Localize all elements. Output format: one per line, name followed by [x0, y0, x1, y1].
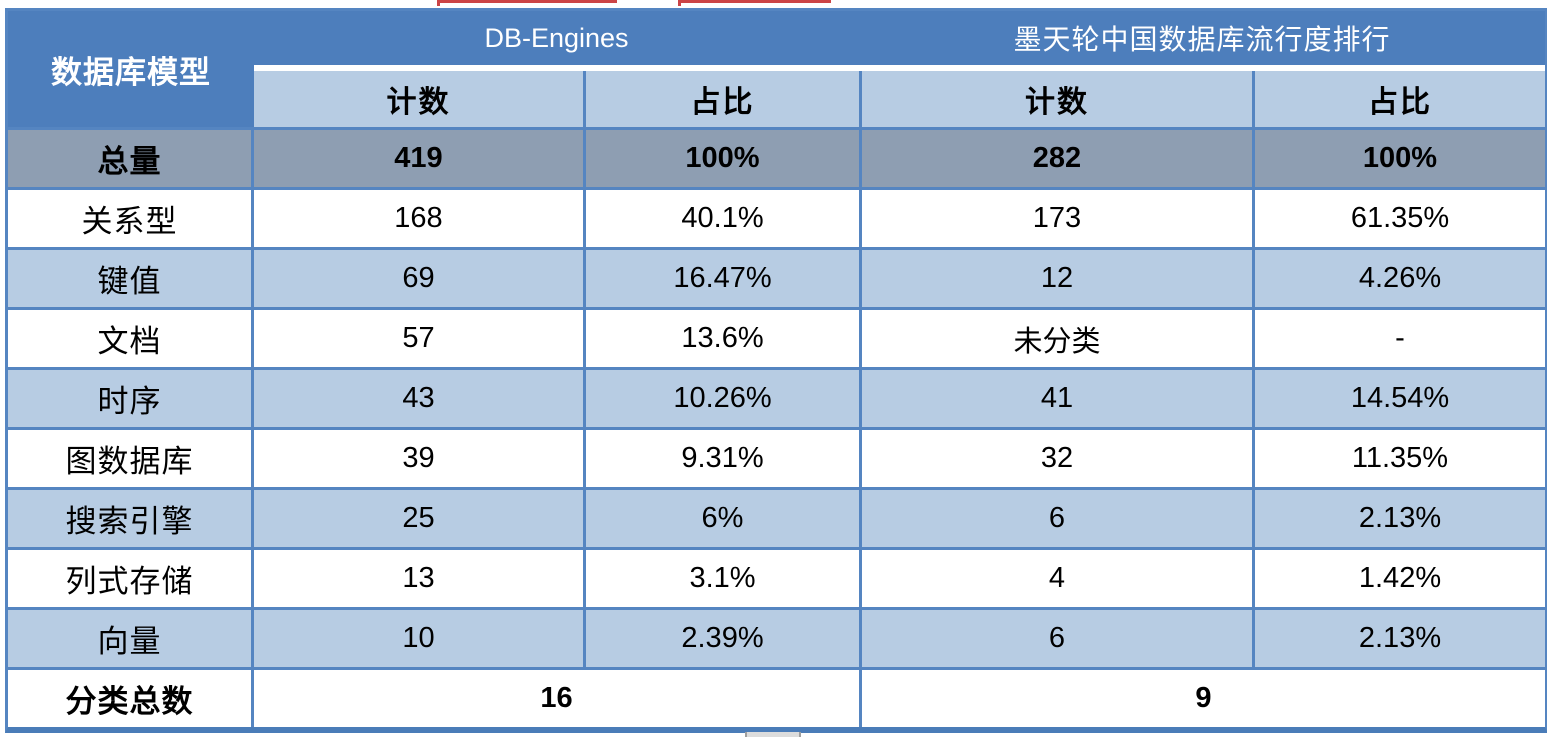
red-underline-fragment [681, 0, 831, 3]
table-cell: 6 [862, 610, 1252, 667]
table-cell: 32 [862, 430, 1252, 487]
subheader-share-motianlun: 占比 [1255, 71, 1545, 127]
table-cell: 2.13% [1255, 610, 1545, 667]
row-label-1: 关系型 [8, 190, 251, 247]
footer-total-motianlun: 9 [862, 670, 1545, 727]
table-cell: 13.6% [586, 310, 859, 367]
table-cell: 1.42% [1255, 550, 1545, 607]
row-label-0: 总量 [8, 130, 251, 187]
table-cell: 43 [254, 370, 583, 427]
table-cell: 69 [254, 250, 583, 307]
table-cell: 39 [254, 430, 583, 487]
group-header-db-engines: DB-Engines [484, 22, 629, 53]
header-separator-strip [254, 65, 1545, 71]
header-band: DB-Engines 墨天轮中国数据库流行度排行 [254, 11, 1545, 65]
table-cell: 16.47% [586, 250, 859, 307]
footer-total-db-engines: 16 [254, 670, 859, 727]
row-label-5: 图数据库 [8, 430, 251, 487]
scrollbar-fragment[interactable] [745, 732, 801, 737]
subheader-share-db-engines: 占比 [586, 71, 859, 127]
table-cell: 3.1% [586, 550, 859, 607]
subheader-count-db-engines: 计数 [254, 71, 583, 127]
corner-header-cell: 数据库模型 [8, 11, 254, 127]
table-cell: - [1255, 310, 1545, 367]
table-cell: 9.31% [586, 430, 859, 487]
table-cell: 4.26% [1255, 250, 1545, 307]
table-cell: 14.54% [1255, 370, 1545, 427]
table-cell: 61.35% [1255, 190, 1545, 247]
table-cell: 57 [254, 310, 583, 367]
database-model-comparison-table: 数据库模型 DB-Engines 墨天轮中国数据库流行度排行 计数 占比 计数 … [5, 8, 1547, 733]
table-cell: 10 [254, 610, 583, 667]
red-underline-tick [678, 0, 681, 6]
row-label-7: 列式存储 [8, 550, 251, 607]
table-cell: 25 [254, 490, 583, 547]
table-cell: 10.26% [586, 370, 859, 427]
table-cell: 11.35% [1255, 430, 1545, 487]
table-cell: 6 [862, 490, 1252, 547]
row-label-6: 搜索引擎 [8, 490, 251, 547]
row-label-4: 时序 [8, 370, 251, 427]
row-label-3: 文档 [8, 310, 251, 367]
table-cell: 6% [586, 490, 859, 547]
table-cell: 419 [254, 130, 583, 187]
red-underline-tick [437, 0, 440, 6]
table-cell: 100% [1255, 130, 1545, 187]
table-cell: 2.39% [586, 610, 859, 667]
red-underline-fragment [440, 0, 617, 3]
table-cell: 2.13% [1255, 490, 1545, 547]
row-label-8: 向量 [8, 610, 251, 667]
table-cell: 282 [862, 130, 1252, 187]
table-cell: 12 [862, 250, 1252, 307]
table-cell: 168 [254, 190, 583, 247]
table-cell: 100% [586, 130, 859, 187]
group-header-motianlun: 墨天轮中国数据库流行度排行 [1013, 24, 1391, 55]
footer-label: 分类总数 [8, 670, 251, 727]
table-cell: 173 [862, 190, 1252, 247]
table-cell: 4 [862, 550, 1252, 607]
table-cell: 40.1% [586, 190, 859, 247]
table-cell: 未分类 [862, 310, 1252, 367]
table-cell: 13 [254, 550, 583, 607]
row-label-2: 键值 [8, 250, 251, 307]
subheader-count-motianlun: 计数 [862, 71, 1252, 127]
table-cell: 41 [862, 370, 1252, 427]
